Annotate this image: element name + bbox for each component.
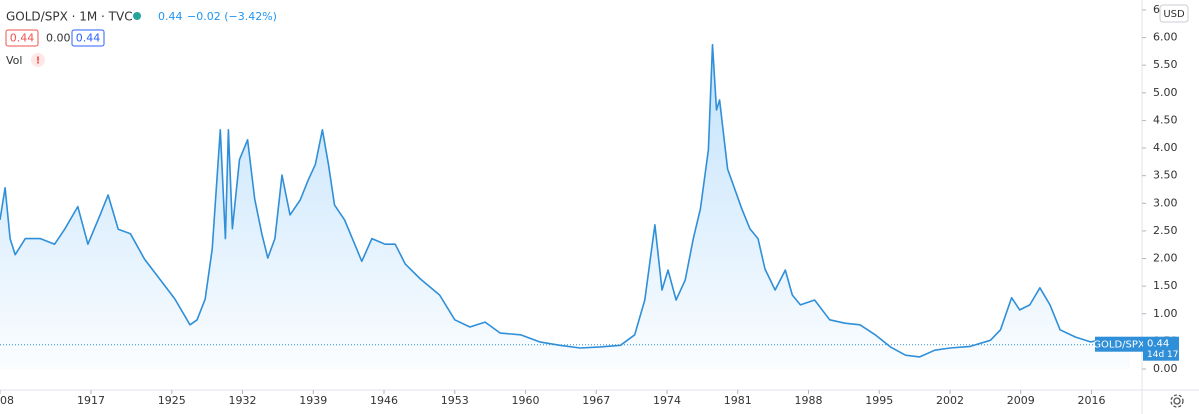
settings-icon[interactable] (1170, 394, 1184, 408)
y-tick-label: 6.00 (1153, 31, 1178, 44)
x-tick-label: 1939 (299, 394, 327, 407)
series-name: GOLD/SPX (1093, 340, 1145, 351)
y-tick-label: 1.00 (1153, 307, 1178, 320)
bid: 0.44 (10, 32, 35, 45)
symbol: GOLD/SPX · 1M · TVC (6, 10, 133, 24)
y-tick-label: 5.00 (1153, 86, 1178, 99)
x-tick-label: 2016 (1077, 394, 1105, 407)
x-tick-label: 1995 (865, 394, 893, 407)
y-tick-label: 5.50 (1153, 58, 1178, 71)
x-tick-label: 1908 (0, 394, 14, 407)
warning-icon[interactable] (31, 53, 45, 67)
x-tick-label: 1960 (512, 394, 540, 407)
currency: USD (1163, 9, 1185, 20)
x-tick-label: 1953 (441, 394, 469, 407)
status-dot (133, 12, 141, 20)
volume-warning: ! (36, 56, 41, 67)
y-tick-label: 4.50 (1153, 113, 1178, 126)
currency-badge[interactable] (1159, 4, 1189, 23)
price-badge (1143, 336, 1179, 361)
axes: 0.000.501.001.502.002.503.003.504.004.50… (0, 3, 1178, 407)
x-tick-label: 1981 (724, 394, 752, 407)
volume-label: Vol (6, 54, 22, 67)
x-tick-label: 1988 (794, 394, 822, 407)
x-tick-label: 1932 (229, 394, 257, 407)
last-price: 0.44 (158, 10, 183, 23)
line (0, 43, 1131, 358)
y-tick-label: 0.00 (1153, 362, 1178, 375)
x-tick-label: 1946 (370, 394, 398, 407)
series-badge[interactable] (1095, 336, 1143, 352)
ask-box[interactable] (71, 29, 105, 47)
x-tick-label: 1974 (653, 394, 681, 407)
y-tick-label: 3.50 (1153, 169, 1178, 182)
y-tick-label: 1.50 (1153, 279, 1178, 292)
y-tick-label: 2.50 (1153, 224, 1178, 237)
plot-area (0, 43, 1142, 370)
countdown: 14d 17h (1147, 350, 1184, 360)
x-tick-label: 1967 (582, 394, 610, 407)
spread: 0.00 (46, 32, 71, 45)
area (0, 44, 1130, 370)
x-tick-label: 1917 (77, 394, 105, 407)
x-tick-label: 2002 (936, 394, 964, 407)
price-change: −0.02 (−3.42%) (187, 10, 277, 23)
y-tick-label: 2.00 (1153, 252, 1178, 265)
y-tick-label: 4.00 (1153, 141, 1178, 154)
x-tick-label: 1925 (158, 394, 186, 407)
x-tick-label: 2009 (1007, 394, 1035, 407)
y-tick-label: 3.00 (1153, 196, 1178, 209)
price-label: 0.44 (1147, 339, 1169, 350)
bid-box[interactable] (5, 29, 39, 47)
ask: 0.44 (76, 32, 101, 45)
